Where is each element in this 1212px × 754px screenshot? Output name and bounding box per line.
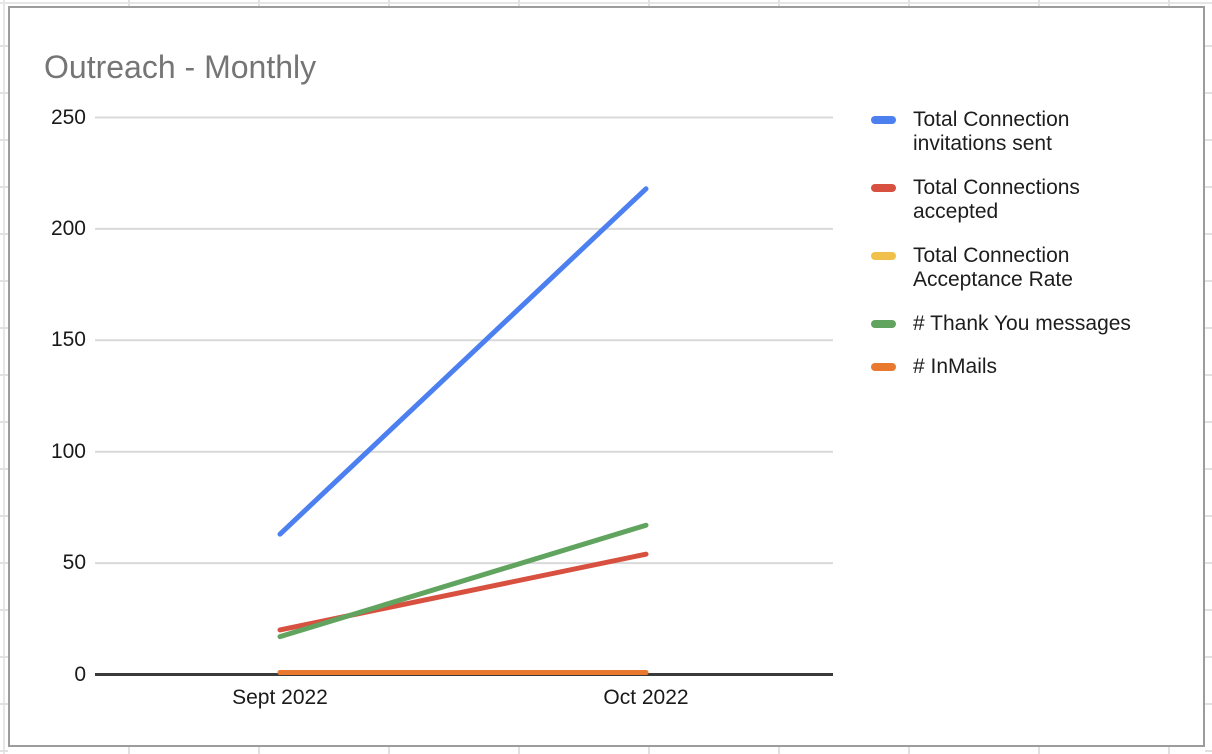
legend-swatch: [871, 320, 896, 328]
y-axis-tick-label: 200: [50, 216, 86, 240]
legend-item-label: # InMails: [913, 355, 998, 378]
x-axis-category-label: Oct 2022: [603, 686, 689, 709]
y-axis-tick-label: 0: [74, 662, 86, 686]
y-axis-tick-label: 150: [50, 328, 86, 352]
legend-item[interactable]: Total Connections accepted: [871, 176, 1149, 224]
x-axis-category-label: Sept 2022: [232, 686, 328, 709]
sheet-row-gridline-stubs-left: [0, 0, 8, 754]
legend-swatch: [871, 116, 896, 124]
legend-item-label: Total Connection invitations sent: [913, 108, 1070, 155]
y-axis-tick-label: 50: [62, 551, 86, 575]
sheet-column-gridline-stubs-top: [0, 0, 1212, 6]
y-axis-tick-label: 250: [50, 105, 86, 129]
sheet-row-gridline-stubs-right: [1205, 0, 1212, 754]
legend-swatch: [871, 252, 896, 260]
chart-title[interactable]: Outreach - Monthly: [44, 49, 317, 85]
legend-item-label: # Thank You messages: [913, 312, 1131, 335]
legend-item-label: Total Connection Acceptance Rate: [913, 244, 1073, 291]
legend-item[interactable]: Total Connection Acceptance Rate: [871, 244, 1149, 292]
legend-swatch: [871, 184, 896, 192]
legend-item[interactable]: # InMails: [871, 355, 1149, 379]
y-axis-tick-label: 100: [50, 439, 86, 463]
legend-item[interactable]: Total Connection invitations sent: [871, 108, 1149, 156]
sheet-column-gridline-stubs-bottom: [0, 747, 1212, 754]
legend-item[interactable]: # Thank You messages: [871, 312, 1149, 336]
legend-item-label: Total Connections accepted: [913, 176, 1080, 223]
legend-swatch: [871, 363, 896, 371]
